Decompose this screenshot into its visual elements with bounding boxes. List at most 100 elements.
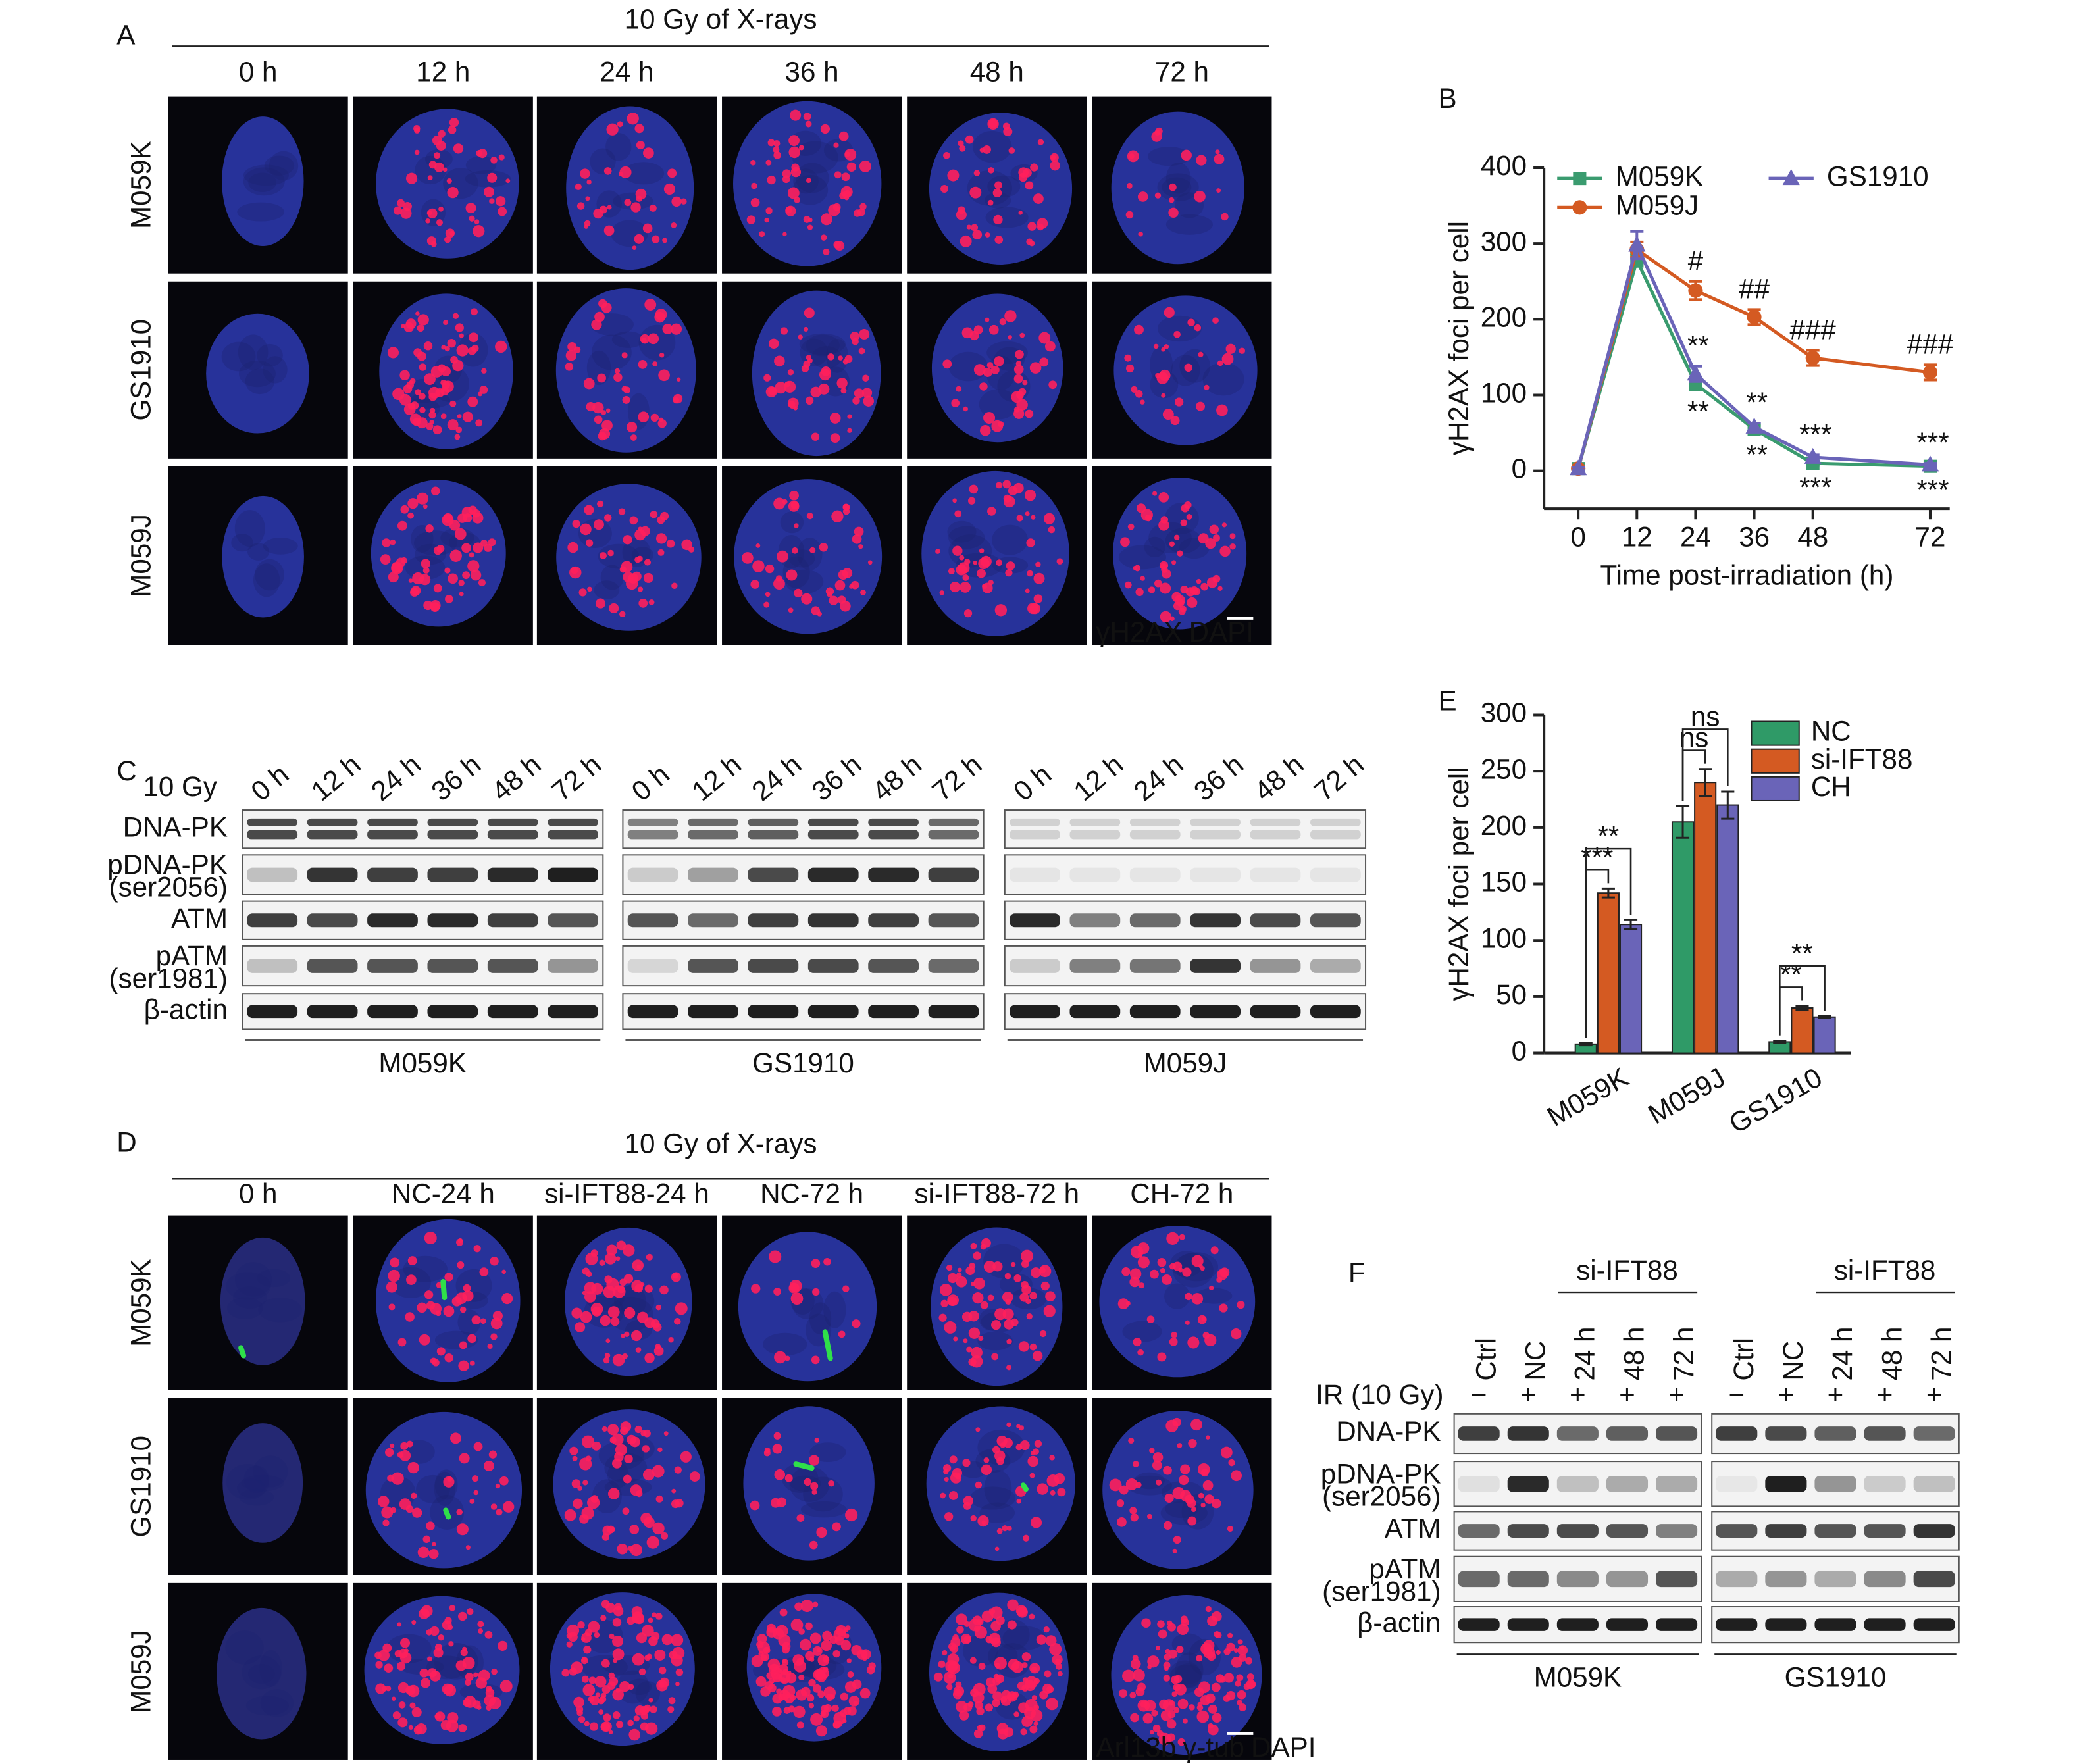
band (627, 867, 678, 882)
focus (478, 1669, 490, 1682)
focus (1163, 1675, 1170, 1682)
focus (816, 1526, 827, 1538)
nucleus-texture (259, 1650, 282, 1687)
focus (449, 400, 457, 407)
nucleus-texture (242, 1655, 281, 1690)
stain-legend: γ-tub (1183, 1732, 1244, 1763)
band (868, 913, 919, 928)
focus (406, 1274, 417, 1285)
focus (1216, 188, 1221, 193)
focus (1015, 349, 1024, 359)
focus (765, 564, 775, 574)
focus (1024, 1680, 1036, 1692)
focus (413, 1726, 422, 1735)
focus (1033, 1704, 1040, 1711)
focus (1050, 155, 1056, 161)
focus (1142, 1713, 1154, 1724)
focus (388, 1303, 396, 1311)
focus (994, 1308, 1007, 1321)
focus (578, 588, 587, 597)
focus (1162, 569, 1171, 579)
error-bar (1795, 1005, 1809, 1011)
nucleus (1111, 111, 1244, 265)
focus (991, 1320, 1002, 1330)
nucleus-texture (979, 1502, 1015, 1523)
nucleus-texture (1148, 147, 1190, 166)
focus (459, 333, 464, 338)
focus (1135, 390, 1143, 398)
focus (1160, 611, 1172, 623)
band (307, 1005, 358, 1019)
band (1507, 1475, 1549, 1492)
focus (988, 324, 999, 335)
focus (957, 1267, 962, 1273)
focus (459, 1453, 470, 1464)
focus (590, 1249, 598, 1257)
focus (979, 147, 985, 153)
focus (1196, 155, 1207, 166)
focus (447, 187, 459, 199)
focus (860, 589, 866, 595)
focus (667, 168, 677, 178)
focus (1231, 1328, 1242, 1340)
focus (1156, 1730, 1164, 1737)
focus (505, 178, 511, 184)
focus (1055, 1658, 1062, 1665)
cilium (443, 1507, 451, 1520)
focus (950, 1637, 961, 1648)
band (807, 867, 859, 882)
focus (414, 127, 421, 134)
focus (1165, 1648, 1171, 1654)
focus (1030, 1517, 1042, 1528)
column-header: si-IFT88-72 h (914, 1178, 1079, 1209)
focus (619, 172, 623, 176)
legend-label: GS1910 (1827, 161, 1929, 191)
band (1656, 1524, 1698, 1538)
focus (765, 159, 772, 166)
focus (460, 1648, 468, 1657)
focus (1246, 1679, 1256, 1690)
focus (671, 582, 678, 590)
focus (846, 162, 856, 172)
error-bar (1676, 805, 1690, 839)
band (1010, 913, 1060, 928)
focus (1016, 391, 1024, 399)
blot-frame (1004, 945, 1367, 987)
focus (821, 1704, 829, 1713)
focus (393, 206, 402, 215)
focus (601, 302, 612, 313)
focus (976, 1707, 985, 1715)
focus (643, 147, 654, 159)
focus (1236, 1674, 1244, 1682)
micrograph (907, 466, 1087, 645)
focus (991, 1353, 999, 1361)
focus (752, 560, 765, 572)
focus (1177, 1623, 1189, 1636)
focus (777, 550, 788, 563)
focus (822, 1655, 829, 1663)
focus (1160, 1268, 1165, 1273)
ir-sign: + (1877, 1379, 1893, 1410)
band (487, 913, 538, 928)
focus (939, 1284, 952, 1296)
focus (801, 593, 813, 605)
focus (592, 1441, 601, 1451)
focus (805, 120, 812, 128)
focus (655, 533, 667, 544)
focus (636, 1632, 647, 1644)
focus (498, 154, 505, 161)
y-tick-label: 200 (1481, 810, 1527, 841)
lane-label: 72 h (1926, 1327, 1957, 1381)
focus (473, 1490, 479, 1496)
focus (844, 195, 850, 201)
micrograph (353, 1215, 533, 1390)
focus (1173, 1536, 1181, 1544)
focus (496, 1509, 503, 1516)
focus (1026, 538, 1035, 547)
focus (1245, 1657, 1253, 1665)
focus (575, 183, 582, 191)
focus (960, 235, 972, 247)
focus (810, 1482, 819, 1490)
focus (973, 1729, 983, 1738)
nucleus-texture (590, 148, 616, 175)
